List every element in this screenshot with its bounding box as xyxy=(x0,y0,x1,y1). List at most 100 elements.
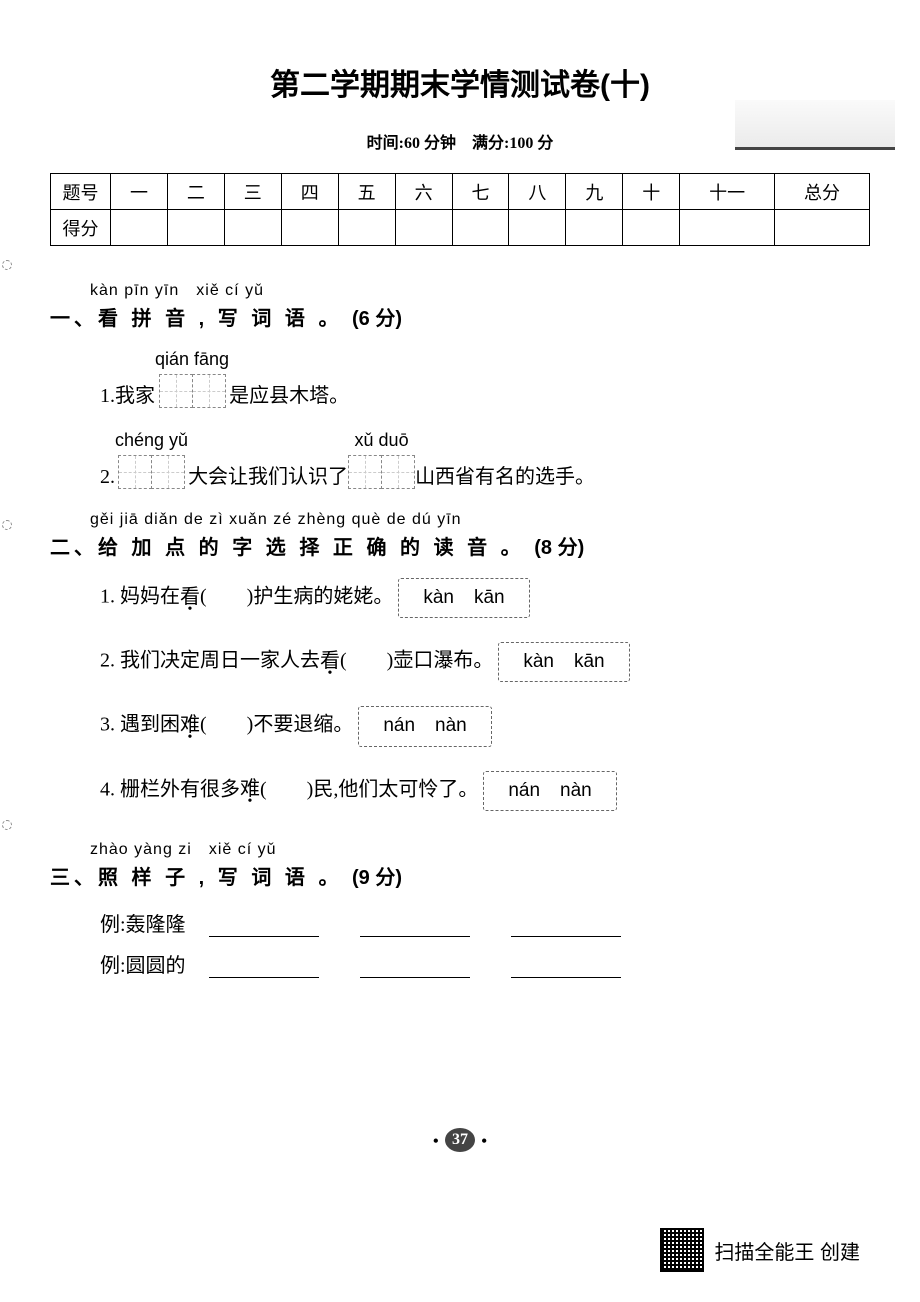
pinyin-label: qián fāng xyxy=(155,349,229,370)
score-cell xyxy=(452,210,509,246)
table-row: 得分 xyxy=(51,210,870,246)
col-header: 九 xyxy=(566,174,623,210)
option-box: nánnàn xyxy=(358,706,491,746)
question-item: 3. 遇到困难( )不要退缩。 nánnàn xyxy=(100,706,870,746)
grid-cell xyxy=(151,455,185,489)
option: kān xyxy=(474,587,505,608)
page-corner-shadow xyxy=(735,100,895,150)
option: nán xyxy=(508,780,540,801)
section-3: zhào yàng zi xiě cí yǔ 三、照 样 子 , 写 词 语 。… xyxy=(50,835,870,978)
grid-cell xyxy=(159,374,193,408)
score-cell xyxy=(775,210,870,246)
q-num: 2. xyxy=(100,650,115,672)
binder-hole xyxy=(2,520,12,530)
write-grid xyxy=(159,374,226,408)
section-heading: 三、照 样 子 , 写 词 语 。 (9 分) xyxy=(50,861,870,890)
score-cell xyxy=(338,210,395,246)
q-text: 妈妈在 xyxy=(120,586,180,608)
emphasized-char: 难 xyxy=(240,778,260,800)
option-box: kànkān xyxy=(398,578,529,618)
q-num: 2. xyxy=(100,466,115,489)
footer-text: 扫描全能王 创建 xyxy=(714,1236,860,1265)
option: kàn xyxy=(523,651,554,672)
q-text: ( )不要退缩。 xyxy=(200,714,353,736)
question-2: 2. chéng yǔ 大会让我们认识了 xǔ duō 山西省有名的选手。 xyxy=(100,430,870,489)
q-text: 栅栏外有很多 xyxy=(120,778,240,800)
blank-line xyxy=(209,977,319,978)
row-label: 题号 xyxy=(51,174,111,210)
blank-line xyxy=(360,977,470,978)
row-label: 得分 xyxy=(51,210,111,246)
col-header: 四 xyxy=(281,174,338,210)
q-text: 我们决定周日一家人去 xyxy=(120,650,320,672)
option-box: kànkān xyxy=(498,642,629,682)
question-item: 1. 妈妈在看( )护生病的姥姥。 kànkān xyxy=(100,578,870,618)
option: nàn xyxy=(560,780,592,801)
heading-points: (8 分) xyxy=(534,537,584,559)
score-cell xyxy=(680,210,775,246)
pinyin-grid-group: xǔ duō xyxy=(348,430,415,489)
score-cell xyxy=(111,210,168,246)
grid-cell xyxy=(348,455,382,489)
score-table: 题号 一 二 三 四 五 六 七 八 九 十 十一 总分 得分 xyxy=(50,173,870,246)
section-2: gěi jiā diǎn de zì xuǎn zé zhèng què de … xyxy=(50,511,870,811)
q-text: 遇到困 xyxy=(120,714,180,736)
section-pinyin: gěi jiā diǎn de zì xuǎn zé zhèng què de … xyxy=(90,511,870,529)
table-row: 题号 一 二 三 四 五 六 七 八 九 十 十一 总分 xyxy=(51,174,870,210)
blank-line xyxy=(209,936,319,937)
q-text: ( )民,他们太可怜了。 xyxy=(260,778,478,800)
option: kān xyxy=(574,651,605,672)
score-cell xyxy=(167,210,224,246)
score-cell xyxy=(281,210,338,246)
pinyin-label: xǔ duō xyxy=(348,430,415,451)
heading-text: 一、看 拼 音 , 写 词 语 。 xyxy=(50,308,342,330)
write-grid xyxy=(118,455,185,489)
heading-points: (9 分) xyxy=(352,867,402,889)
q-text: ( )壶口瀑布。 xyxy=(340,650,493,672)
col-header: 二 xyxy=(167,174,224,210)
section-pinyin: kàn pīn yīn xiě cí yǔ xyxy=(90,276,870,300)
q-num: 4. xyxy=(100,778,115,800)
section-pinyin: zhào yàng zi xiě cí yǔ xyxy=(90,835,870,859)
col-header: 十一 xyxy=(680,174,775,210)
q-num: 3. xyxy=(100,714,115,736)
emphasized-char: 看 xyxy=(320,650,340,672)
q-text: ( )护生病的姥姥。 xyxy=(200,586,393,608)
emphasized-char: 难 xyxy=(180,714,200,736)
grid-cell xyxy=(381,455,415,489)
blank-line xyxy=(360,936,470,937)
section-heading: 一、看 拼 音 , 写 词 语 。 (6 分) xyxy=(50,302,870,331)
question-item: 2. 我们决定周日一家人去看( )壶口瀑布。 kànkān xyxy=(100,642,870,682)
col-header: 六 xyxy=(395,174,452,210)
q-text: 是应县木塔。 xyxy=(229,379,349,408)
col-header: 一 xyxy=(111,174,168,210)
section-1: kàn pīn yīn xiě cí yǔ 一、看 拼 音 , 写 词 语 。 … xyxy=(50,276,870,489)
option: kàn xyxy=(423,587,454,608)
grid-cell xyxy=(192,374,226,408)
heading-text: 三、照 样 子 , 写 词 语 。 xyxy=(50,867,342,889)
col-header: 三 xyxy=(224,174,281,210)
pinyin-label: chéng yǔ xyxy=(115,430,188,451)
question-item: 4. 栅栏外有很多难( )民,他们太可怜了。 nánnàn xyxy=(100,771,870,811)
score-cell xyxy=(566,210,623,246)
qr-code-icon xyxy=(660,1228,704,1272)
example-text: 例:圆圆的 xyxy=(100,955,186,977)
option: nàn xyxy=(435,715,467,736)
option-box: nánnàn xyxy=(483,771,616,811)
binder-hole xyxy=(2,820,12,830)
q-text: 山西省有名的选手。 xyxy=(415,460,595,489)
pinyin-grid-group: chéng yǔ xyxy=(115,430,188,489)
blank-line xyxy=(511,977,621,978)
q-num: 1. xyxy=(100,586,115,608)
page-title: 第二学期期末学情测试卷(十) xyxy=(50,60,870,104)
score-cell xyxy=(395,210,452,246)
col-header: 七 xyxy=(452,174,509,210)
footer: 扫描全能王 创建 xyxy=(660,1228,860,1272)
q-text: 我家 xyxy=(115,379,155,408)
heading-text: 二、给 加 点 的 字 选 择 正 确 的 读 音 。 xyxy=(50,537,525,559)
score-cell xyxy=(224,210,281,246)
pinyin-grid-group: qián fāng xyxy=(155,349,229,408)
q-text: 大会让我们认识了 xyxy=(188,460,348,489)
score-cell xyxy=(509,210,566,246)
question-1: 1. 我家 qián fāng 是应县木塔。 xyxy=(100,349,870,408)
